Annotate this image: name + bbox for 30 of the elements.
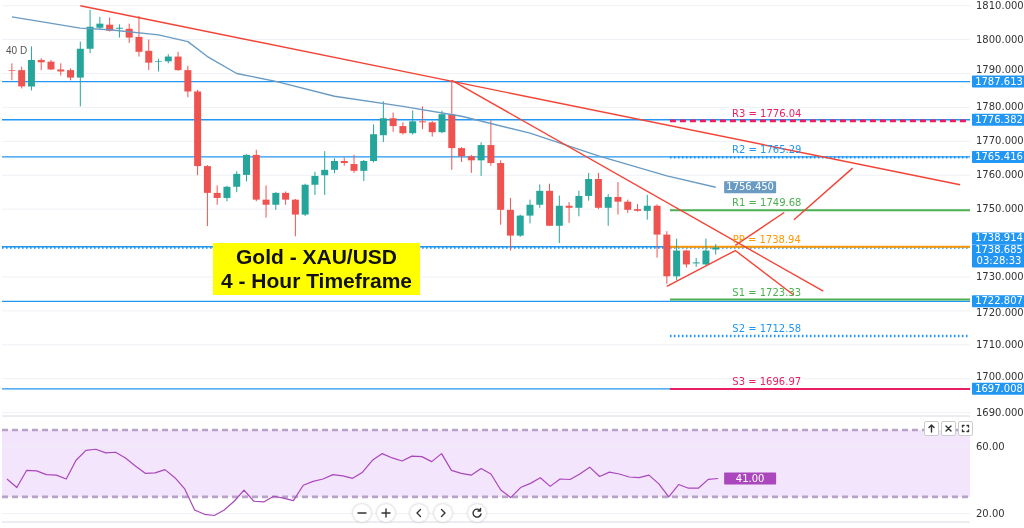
- y-tick-label: 1750.000: [976, 203, 1024, 215]
- ref-line-label: R3 = 1776.04: [732, 107, 802, 119]
- ref-line-label: 1787.613: [975, 75, 1023, 87]
- ref-line-label: S3 = 1696.97: [732, 375, 802, 387]
- y-tick-label: 1790.000: [976, 64, 1024, 76]
- y-tick-label: 60.00: [976, 440, 1005, 452]
- ref-line-label: 1697.008: [975, 382, 1023, 394]
- y-tick-label: 1760.000: [976, 169, 1024, 181]
- y-tick-label: 1810.000: [976, 0, 1024, 11]
- y-tick-label: 1800.000: [976, 33, 1024, 45]
- y-tick-label: 1690.000: [976, 406, 1024, 418]
- text: Gold - XAU/USD: [235, 245, 398, 269]
- y-tick-label: 20.00: [976, 507, 1005, 519]
- ref-line-label: 1738.914: [975, 232, 1023, 244]
- y-tick-label: 1770.000: [976, 135, 1024, 147]
- y-tick-label: 1720.000: [976, 306, 1024, 318]
- y-tick-label: 1780.000: [976, 101, 1024, 113]
- data-label: 1756.450: [726, 181, 774, 193]
- ref-line-label: S2 = 1712.58: [732, 323, 802, 335]
- ref-line-label: 1776.382: [975, 113, 1023, 125]
- ref-line-label: 1765.416: [975, 150, 1023, 162]
- annotation: 40 D: [6, 45, 28, 56]
- y-tick-label: 1700.000: [976, 371, 1024, 383]
- text: 4 - Hour Timeframe: [221, 269, 412, 293]
- data-label: 41.00: [735, 472, 765, 484]
- ref-line-label: 1738.685 03:28:33: [975, 244, 1023, 267]
- y-tick-label: 1730.000: [976, 270, 1024, 282]
- y-tick-label: 1710.000: [976, 338, 1024, 350]
- ref-line-label: R1 = 1749.68: [732, 197, 802, 209]
- ref-line-label: 1722.807: [975, 295, 1023, 307]
